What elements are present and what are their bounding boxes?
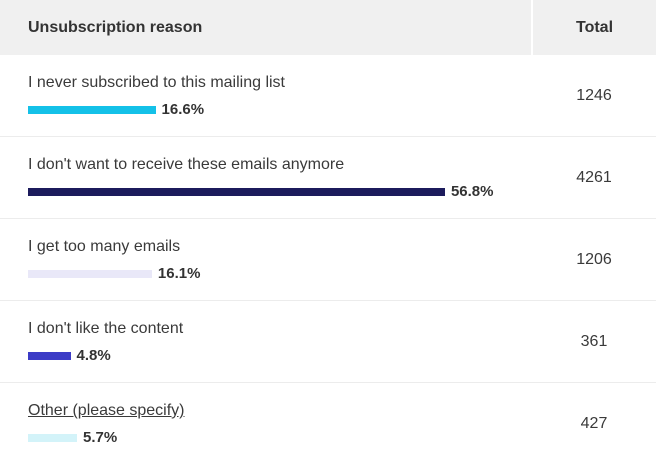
table-row: Other (please specify) 5.7% 427 xyxy=(0,383,656,465)
table-row: I don't like the content 4.8% 361 xyxy=(0,300,656,383)
percent-bar-line: 5.7% xyxy=(28,429,532,446)
column-header-total[interactable]: Total xyxy=(531,0,656,55)
reason-cell: I don't like the content 4.8% xyxy=(0,300,532,383)
percent-bar-line: 16.1% xyxy=(28,265,532,282)
reason-label: I don't want to receive these emails any… xyxy=(28,156,345,173)
reason-cell: I never subscribed to this mailing list … xyxy=(0,55,532,137)
percent-bar xyxy=(28,433,78,442)
table-header-row: Unsubscription reason Total xyxy=(0,0,656,55)
percent-bar xyxy=(28,187,445,196)
percent-bar xyxy=(28,105,156,114)
table-row: I get too many emails 16.1% 1206 xyxy=(0,218,656,301)
reason-label: I don't like the content xyxy=(28,320,184,337)
percent-label: 4.8% xyxy=(76,347,111,364)
table-row: I don't want to receive these emails any… xyxy=(0,136,656,219)
percent-bar-line: 56.8% xyxy=(28,183,532,200)
reason-link[interactable]: Other (please specify) xyxy=(28,402,185,419)
total-cell: 1206 xyxy=(532,218,656,301)
percent-bar-line: 16.6% xyxy=(28,101,532,118)
reason-cell: I don't want to receive these emails any… xyxy=(0,136,532,219)
table-row: I never subscribed to this mailing list … xyxy=(0,55,656,137)
percent-bar-line: 4.8% xyxy=(28,347,532,364)
percent-label: 16.1% xyxy=(157,265,201,282)
percent-label: 16.6% xyxy=(161,101,205,118)
percent-bar xyxy=(28,269,152,278)
percent-label: 56.8% xyxy=(450,183,494,200)
reason-cell: Other (please specify) 5.7% xyxy=(0,383,532,465)
reason-label: I get too many emails xyxy=(28,238,181,255)
total-cell: 1246 xyxy=(532,55,656,137)
column-header-reason[interactable]: Unsubscription reason xyxy=(0,0,532,55)
total-cell: 427 xyxy=(580,414,608,432)
total-cell: 361 xyxy=(532,300,656,383)
reason-cell: I get too many emails 16.1% xyxy=(0,218,532,301)
percent-label: 5.7% xyxy=(83,429,118,446)
reason-label: I never subscribed to this mailing list xyxy=(28,74,285,91)
percent-bar xyxy=(28,351,71,360)
total-cell: 4261 xyxy=(532,136,656,219)
